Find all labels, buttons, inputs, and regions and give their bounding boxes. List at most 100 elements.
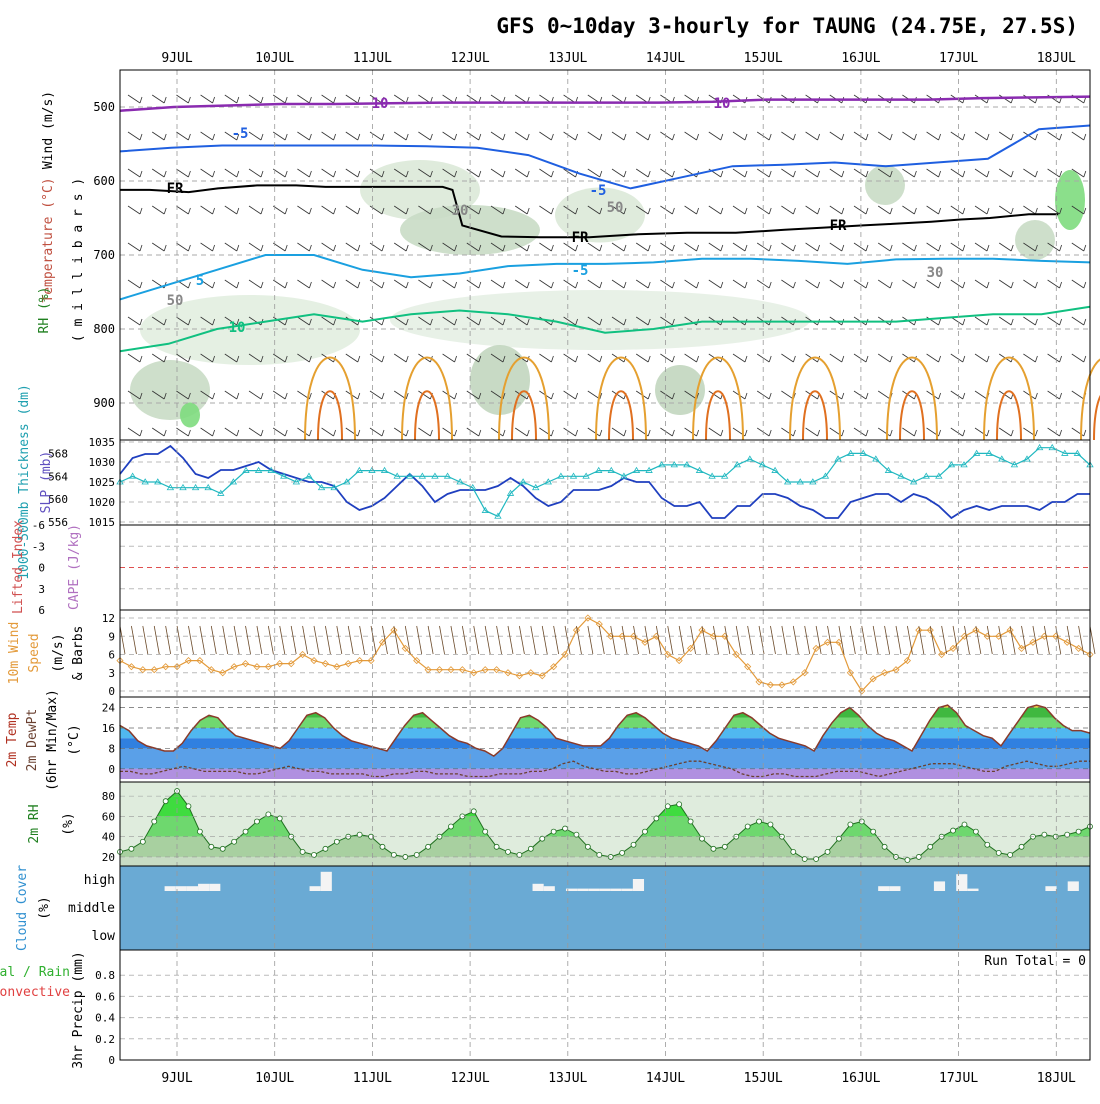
wind-barb [950,205,964,215]
wind-barb [224,205,238,215]
wind-barb-flag [1059,133,1062,141]
wind-barb [684,131,697,141]
ylabel-precip-c: Convective [0,985,70,1000]
wind-barb-flag [768,281,772,289]
cloud-high-bar [320,871,332,891]
wind-barb-flag [938,392,941,400]
wind-barb [393,242,407,252]
rh2m-point [756,818,762,825]
wind-barb-flag [793,244,796,252]
temp-band [120,738,1090,749]
wind-barb-flag [260,244,264,252]
rh2m-point [562,825,568,832]
rh-shading [1055,170,1085,230]
wind-barb [345,279,359,289]
wind-barb-flag [284,207,288,215]
wind10m-point [550,663,558,671]
rh2m-point [299,848,306,855]
wind-barb-flag [986,133,990,141]
wind-barb-flag [1035,244,1038,252]
wind-barb-flag [938,170,941,178]
wind-barb [660,316,673,326]
rh2m-point [630,841,637,848]
wind10m-barb [770,625,776,655]
wind-barb-flag [720,429,724,437]
wind10m-barb [576,625,582,655]
wind-barb [272,427,286,437]
wind-barb-flag [454,429,457,437]
wind-barb-flag [478,318,482,326]
wind10m-barb [267,625,274,655]
wind-barb-flag [139,318,143,326]
wind-barb-flag [962,244,966,252]
wind-barb-flag [672,281,675,289]
wind-barb [950,242,964,252]
thickness-point [972,449,981,456]
wind10m-point [196,657,204,665]
wind-barb-flag [623,133,627,141]
thickness-point [846,449,855,456]
cloud-high-bar [889,886,901,891]
wind-barb [611,131,625,141]
wind10m-barb [713,625,719,655]
wind-barb-flag [454,207,457,215]
wind-barb [466,242,480,252]
wind-barb [514,205,528,215]
wind-barb [272,168,286,178]
wind-barb-flag [212,244,215,252]
wind-barb [1047,205,1060,215]
wind-barb [563,427,576,437]
wind-barb-flag [526,170,530,178]
wind-barb-flag [865,281,869,289]
wind-barb [926,205,939,215]
wind-barb-flag [551,170,554,178]
wind10m-point [664,650,672,659]
ylabel-temp-c: (6hr Min/Max) [45,689,60,791]
wind10m-barb [519,625,525,655]
wind-barb-flag [817,244,820,252]
wind-barb-flag [163,133,167,141]
thickness-point [809,478,817,485]
wind-barb-flag [502,244,506,252]
x-tick-label-bottom: 17JUL [939,1071,978,1086]
wind-barb-flag [333,96,336,104]
wind-barb-flag [647,133,651,141]
rh-shading [1015,220,1055,260]
wind-barb [1047,131,1060,141]
wind10m-point [299,650,307,659]
wind-barb-flag [817,170,820,178]
wind-barb-flag [139,96,143,104]
wind10m-point [287,660,295,668]
rh2m-point [961,821,968,828]
wind-barb-flag [575,133,578,141]
wind-barb [151,316,165,326]
wind-barb-flag [986,429,990,437]
wind-barb [611,242,625,252]
wind-barb [829,205,843,215]
wind-barb [926,131,939,141]
wind-barb [345,131,359,141]
wind10m-point [504,669,512,677]
thickness-point [783,478,792,485]
wind-barb-flag [551,392,554,400]
wind-barb-flag [333,318,336,326]
wind-barb [176,427,189,437]
wind-barb [248,353,262,363]
wind-barb-flag [1010,281,1014,289]
wind10m-barb [416,625,423,655]
wind10m-point [778,681,786,689]
wind-barb-flag [647,392,651,400]
ylabel-temp-a: 2m Temp [5,712,20,767]
wind10m-point [264,663,272,671]
thickness-point [582,472,590,479]
wind-barb-flag [720,170,724,178]
wind-barb-flag [696,133,699,141]
wind-barb [127,131,141,141]
wind-barb [611,390,625,400]
contour-label: 30 [452,203,469,219]
wind10m-barb [872,625,879,655]
thickness-point [317,483,326,491]
cloud-high-bar [933,881,946,891]
wind-barb [974,131,988,141]
wind-barb-flag [454,244,457,252]
